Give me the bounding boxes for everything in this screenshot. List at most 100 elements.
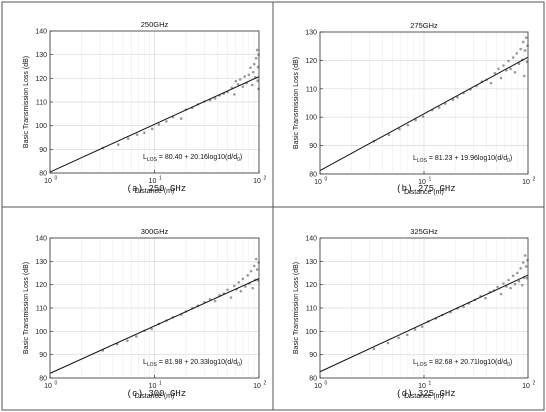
fit-line xyxy=(49,76,260,173)
x-axis-label: Distance (m) xyxy=(404,393,444,400)
data-point xyxy=(523,254,527,257)
y-tick-label: 110 xyxy=(36,100,47,107)
data-point xyxy=(150,127,154,131)
data-point xyxy=(257,53,260,56)
data-point xyxy=(526,258,529,262)
data-point xyxy=(456,96,459,99)
y-tick-label: 130 xyxy=(35,259,47,266)
x-tick-label: 10 xyxy=(44,383,52,390)
fit-equation: LLOS = 81.23 + 19.96log10(d/d0) xyxy=(413,155,512,164)
x-tick-exponent: 0 xyxy=(55,381,58,387)
y-tick-label: 120 xyxy=(305,282,317,289)
y-tick-label: 90 xyxy=(309,352,317,359)
data-point xyxy=(252,62,256,66)
y-tick-label: 120 xyxy=(35,282,47,289)
y-tick-label: 130 xyxy=(305,30,317,37)
data-point xyxy=(372,347,376,351)
data-point xyxy=(511,274,515,278)
y-tick-label: 110 xyxy=(36,306,47,313)
data-point xyxy=(243,75,247,78)
fit-equation-part: ) xyxy=(240,359,242,366)
x-tick-exponent: 1 xyxy=(429,381,432,387)
data-point xyxy=(405,333,409,337)
data-point xyxy=(484,296,487,300)
fit-equation-subscript: LOS xyxy=(147,157,158,163)
data-point xyxy=(249,269,253,273)
data-point xyxy=(126,339,129,342)
data-point xyxy=(257,87,260,91)
data-point xyxy=(249,66,252,69)
data-point xyxy=(502,64,505,67)
chart-title: 275GHz xyxy=(410,21,438,30)
data-point xyxy=(255,268,259,271)
fit-equation-subscript: 0 xyxy=(507,158,510,164)
data-point xyxy=(499,76,503,80)
data-point xyxy=(397,336,400,340)
data-point xyxy=(213,299,217,303)
data-point xyxy=(520,283,524,287)
data-point xyxy=(511,56,515,59)
fit-line xyxy=(319,274,529,373)
data-point xyxy=(462,305,465,309)
y-tick-label: 120 xyxy=(305,58,317,65)
x-axis-label: Distance (m) xyxy=(135,188,175,195)
data-point xyxy=(493,71,497,75)
x-tick-label: 10 xyxy=(418,179,426,186)
data-point xyxy=(157,123,161,126)
data-point xyxy=(509,67,512,71)
y-tick-label: 80 xyxy=(39,376,47,383)
data-point xyxy=(519,47,522,51)
data-point xyxy=(507,278,510,282)
panel-caption: (b) 275 GHz xyxy=(396,184,455,194)
y-tick-label: 110 xyxy=(306,306,317,313)
y-tick-label: 130 xyxy=(305,259,317,266)
x-tick-exponent: 1 xyxy=(429,177,432,183)
data-point xyxy=(229,296,233,299)
x-tick-label: 10 xyxy=(314,179,322,186)
panel-caption: (c) 300 GHz xyxy=(127,389,186,399)
data-point xyxy=(213,97,217,100)
x-tick-label: 10 xyxy=(522,383,530,390)
y-axis-label: Basic Transmission Loss (dB) xyxy=(23,56,30,148)
data-point xyxy=(244,285,247,288)
panel-caption: (a) 250 GHz xyxy=(127,184,186,194)
x-tick-label: 10 xyxy=(44,178,52,185)
x-tick-label: 10 xyxy=(253,383,261,390)
y-axis-label: Basic Transmission Loss (dB) xyxy=(293,262,300,354)
data-point xyxy=(507,59,510,63)
data-point xyxy=(143,131,146,135)
y-tick-label: 100 xyxy=(305,329,317,336)
data-point xyxy=(515,52,519,55)
data-point xyxy=(386,341,390,345)
y-tick-label: 120 xyxy=(35,76,47,83)
x-tick-exponent: 2 xyxy=(264,176,267,182)
y-tick-label: 140 xyxy=(305,236,317,243)
data-point xyxy=(236,82,240,86)
y-tick-label: 110 xyxy=(306,86,317,93)
data-point xyxy=(497,67,500,71)
data-point xyxy=(237,281,241,284)
fit-equation: LLOS = 80.40 + 20.16log10(d/d0) xyxy=(143,154,242,163)
x-tick-exponent: 1 xyxy=(159,176,162,182)
fit-equation-subscript: LOS xyxy=(417,158,428,164)
data-point xyxy=(251,286,254,290)
x-tick-exponent: 0 xyxy=(55,176,58,182)
fit-equation-part: = 80.40 + 20.16log10(d/d xyxy=(157,154,237,161)
y-axis-label: Basic Transmission Loss (dB) xyxy=(293,57,300,149)
fit-equation-subscript: 0 xyxy=(237,362,240,368)
chart-title: 325GHz xyxy=(410,227,438,236)
data-point xyxy=(257,261,260,264)
data-point xyxy=(420,325,424,328)
data-point xyxy=(246,274,250,277)
y-tick-label: 140 xyxy=(35,236,47,243)
data-point xyxy=(413,328,417,331)
y-tick-label: 140 xyxy=(35,29,47,36)
data-point xyxy=(241,277,245,281)
data-point xyxy=(256,79,259,82)
data-point xyxy=(516,271,519,275)
y-tick-label: 90 xyxy=(39,352,47,359)
